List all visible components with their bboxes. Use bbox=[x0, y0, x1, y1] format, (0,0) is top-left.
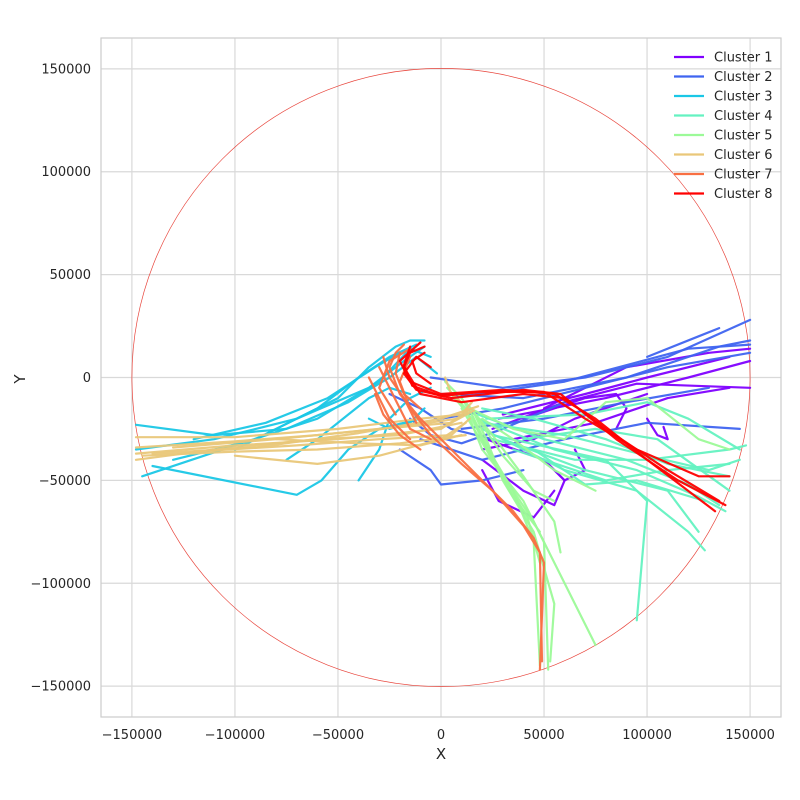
trajectory-line bbox=[511, 448, 731, 482]
trajectory-line bbox=[532, 448, 706, 503]
legend-label: Cluster 7 bbox=[714, 168, 773, 183]
x-axis-label: X bbox=[436, 745, 446, 763]
y-tick-label: −100000 bbox=[30, 577, 91, 592]
plot-frame bbox=[100, 37, 782, 718]
trajectory-line bbox=[378, 366, 432, 441]
trajectory-line bbox=[645, 417, 669, 441]
trajectory-line bbox=[472, 397, 731, 451]
y-tick-label: −50000 bbox=[39, 474, 91, 489]
trajectory-line bbox=[470, 407, 556, 663]
x-tick-label: −100000 bbox=[205, 728, 266, 743]
legend-label: Cluster 5 bbox=[714, 129, 773, 144]
trajectory-line bbox=[378, 347, 412, 416]
legend-label: Cluster 3 bbox=[714, 90, 773, 105]
series-cluster-7 bbox=[367, 343, 546, 671]
x-tick-label: 50000 bbox=[523, 728, 564, 743]
legend-label: Cluster 8 bbox=[714, 187, 773, 202]
trajectory-line bbox=[464, 401, 562, 554]
legend-label: Cluster 1 bbox=[714, 51, 773, 66]
trajectory-line bbox=[134, 401, 473, 439]
y-tick-label: 50000 bbox=[50, 268, 91, 283]
legend: Cluster 1 Cluster 2 Cluster 3 Cluster 4 Clus… bbox=[674, 51, 773, 202]
y-axis-label: Y bbox=[11, 374, 29, 385]
boundary-circle bbox=[131, 68, 751, 687]
trajectory-line bbox=[439, 351, 752, 420]
trajectory-line bbox=[411, 351, 432, 385]
y-tick-label: 0 bbox=[83, 371, 91, 386]
y-tick-label: 150000 bbox=[41, 62, 91, 77]
trajectory-line bbox=[402, 355, 727, 507]
trajectory-line bbox=[481, 469, 556, 519]
y-tick-label: 100000 bbox=[41, 165, 91, 180]
series-layer bbox=[134, 318, 752, 671]
y-tick-labels: 150000 100000 50000 0 −50000 −100000 −150000 bbox=[30, 62, 91, 694]
x-tick-labels: −150000 −100000 −50000 0 50000 100000 150000 bbox=[102, 728, 775, 743]
x-tick-label: 0 bbox=[437, 728, 445, 743]
trajectory-line bbox=[460, 407, 542, 533]
trajectory-line bbox=[429, 318, 752, 389]
y-tick-label: −150000 bbox=[30, 680, 91, 695]
trajectory-line bbox=[233, 421, 467, 465]
trajectory-line bbox=[192, 351, 401, 441]
legend-label: Cluster 2 bbox=[714, 70, 773, 85]
trajectory-line bbox=[481, 417, 597, 492]
legend-label: Cluster 6 bbox=[714, 148, 773, 163]
trajectory-line bbox=[481, 407, 731, 478]
x-tick-label: −150000 bbox=[102, 728, 163, 743]
trajectory-line bbox=[522, 427, 731, 492]
trajectory-line bbox=[398, 448, 525, 486]
trajectory-line bbox=[192, 417, 471, 453]
x-tick-label: 100000 bbox=[622, 728, 672, 743]
trajectory-line bbox=[374, 392, 422, 451]
grid-lines bbox=[101, 38, 781, 717]
trajectory-line bbox=[501, 355, 731, 416]
trajectory-line bbox=[233, 339, 426, 451]
trajectory-line bbox=[141, 434, 467, 457]
plot-area bbox=[131, 68, 752, 687]
trajectory-line bbox=[477, 417, 556, 503]
series-cluster-8 bbox=[398, 341, 731, 513]
trajectory-line bbox=[134, 417, 459, 449]
trajectory-line bbox=[645, 327, 721, 358]
trajectory-line bbox=[491, 382, 752, 430]
trajectory-line bbox=[394, 351, 422, 410]
trajectory-line bbox=[485, 401, 741, 451]
x-tick-label: −50000 bbox=[312, 728, 364, 743]
trajectory-line bbox=[511, 386, 731, 441]
x-tick-label: 150000 bbox=[725, 728, 775, 743]
trajectory-line bbox=[285, 386, 412, 461]
legend-label: Cluster 4 bbox=[714, 109, 773, 124]
series-cluster-6 bbox=[134, 376, 480, 465]
trajectory-line bbox=[402, 345, 731, 478]
trajectory-line bbox=[367, 376, 412, 441]
